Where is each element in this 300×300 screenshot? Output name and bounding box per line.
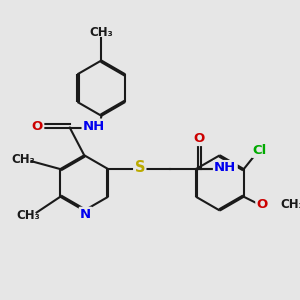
Text: N: N <box>80 208 91 221</box>
Text: O: O <box>32 119 43 133</box>
Text: O: O <box>256 198 268 211</box>
Text: CH₃: CH₃ <box>280 198 300 211</box>
Text: S: S <box>134 160 145 175</box>
Text: CH₃: CH₃ <box>12 153 35 167</box>
Text: NH: NH <box>83 120 105 133</box>
Text: NH: NH <box>214 161 236 174</box>
Text: Cl: Cl <box>252 144 267 157</box>
Text: CH₃: CH₃ <box>17 209 40 222</box>
Text: CH₃: CH₃ <box>89 26 113 39</box>
Text: O: O <box>194 132 205 145</box>
